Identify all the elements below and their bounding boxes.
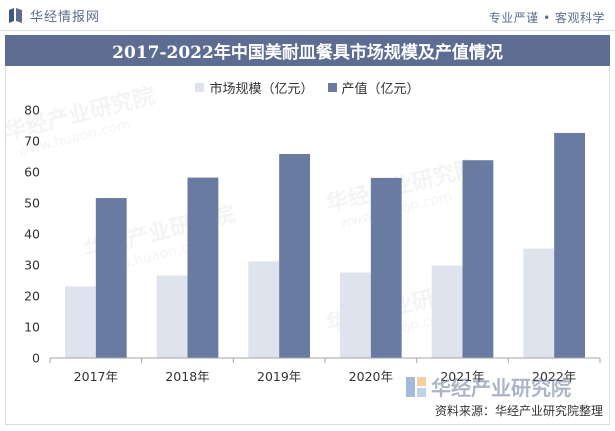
bar-series-2 [95, 198, 127, 358]
title-band: 2017-2022年中国美耐皿餐具市场规模及产值情况 [5, 35, 610, 66]
legend-item-market-size: 市场规模（亿元） [195, 78, 314, 97]
legend-label: 产值（亿元） [341, 81, 420, 97]
brand-logo-text: 华经产业研究院 [431, 376, 571, 400]
y-tick-label: 70 [24, 134, 40, 149]
legend-item-output-value: 产值（亿元） [327, 78, 420, 97]
chart-frame [5, 35, 610, 425]
bar-series-1 [65, 286, 96, 358]
bar-series-2 [279, 154, 310, 358]
y-tick-label: 30 [24, 258, 40, 273]
y-tick-label: 80 [24, 103, 40, 118]
x-tick-label: 2017年 [74, 369, 118, 384]
x-tick-label: 2022年 [532, 369, 576, 384]
chart-title: 2017-2022年中国美耐皿餐具市场规模及产值情况 [112, 43, 503, 63]
y-tick-label: 60 [24, 165, 40, 180]
bar-series-2 [370, 177, 402, 358]
legend-label: 市场规模（亿元） [209, 81, 314, 97]
bar-series-1 [431, 265, 463, 358]
site-header: 华经情报网 专业严谨 • 客观科学 [0, 0, 615, 31]
x-tick-label: 2019年 [257, 369, 301, 384]
bar-series-1 [156, 275, 188, 358]
logo-icon [9, 8, 22, 23]
bar-series-2 [462, 160, 494, 358]
y-tick-label: 0 [32, 351, 40, 366]
y-tick-label: 10 [24, 320, 40, 335]
x-tick-label: 2018年 [165, 369, 209, 384]
header-tagline: 专业严谨 • 客观科学 [488, 11, 605, 25]
y-tick-label: 20 [24, 289, 40, 304]
site-logo[interactable]: 华经情报网 [8, 7, 101, 25]
x-tick-label: 2021年 [440, 369, 484, 384]
bar-series-2 [554, 132, 585, 358]
y-tick-label: 50 [24, 196, 40, 211]
source-note: 资料来源：华经产业研究院整理 [434, 404, 603, 418]
bar-series-1 [523, 248, 555, 358]
y-tick-label: 40 [24, 227, 40, 242]
x-tick-label: 2020年 [349, 369, 393, 384]
bar-series-1 [248, 261, 280, 358]
logo-text: 华经情报网 [30, 10, 101, 25]
brand-logo-icon [406, 376, 426, 397]
brand-logo: 华经产业研究院 [406, 372, 571, 401]
bar-series-2 [187, 177, 219, 358]
legend-swatch [327, 82, 337, 92]
bar-series-1 [340, 272, 371, 358]
legend-swatch [195, 82, 205, 92]
chart-legend: 市场规模（亿元） 产值（亿元） [0, 78, 615, 97]
